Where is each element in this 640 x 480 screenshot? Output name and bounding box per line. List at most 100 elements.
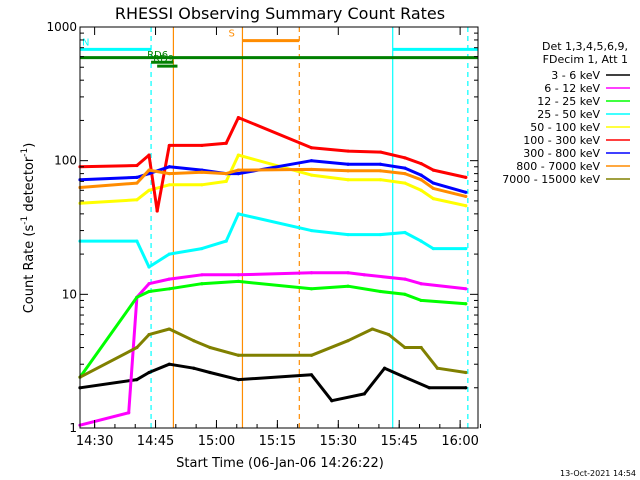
data-point-3-3 [167, 252, 171, 256]
data-point-7-6 [236, 168, 240, 172]
data-point-6-3 [167, 165, 171, 169]
data-point-1-3 [147, 282, 151, 286]
data-point-1-1 [127, 411, 131, 415]
data-point-4-4 [200, 183, 204, 187]
data-point-6-13 [464, 190, 468, 194]
series-line-6 [79, 159, 467, 194]
data-point-8-5 [208, 345, 212, 350]
legend-header-0: Det 1,3,4,5,6,9, [542, 40, 628, 53]
data-point-5-3 [155, 209, 159, 213]
data-point-5-12 [419, 162, 423, 166]
data-point-0-8 [330, 399, 334, 403]
data-point-3-9 [378, 232, 383, 237]
legend-label-2: 12 - 25 keV [537, 95, 600, 108]
y-tick-label-1: 100 [54, 154, 77, 168]
data-point-2-8 [378, 289, 383, 294]
data-point-6-10 [403, 166, 407, 170]
data-point-4-3 [167, 183, 171, 187]
data-point-2-7 [346, 284, 350, 288]
x-tick-label-4: 15:30 [320, 434, 357, 449]
data-point-3-5 [224, 239, 228, 243]
x-tick-label-2: 15:00 [198, 434, 235, 449]
data-point-0-5 [208, 370, 212, 375]
data-point-0-4 [192, 366, 196, 370]
data-point-4-8 [346, 178, 350, 182]
data-point-0-13 [464, 386, 468, 390]
data-point-0-9 [362, 392, 366, 396]
data-point-1-7 [309, 271, 314, 275]
data-point-5-5 [200, 143, 204, 148]
x-tick-label-1: 14:45 [137, 434, 174, 449]
data-point-8-2 [147, 332, 151, 337]
data-point-2-6 [309, 287, 314, 291]
data-point-4-11 [419, 188, 423, 192]
data-point-8-7 [309, 353, 314, 357]
data-point-3-8 [346, 232, 350, 237]
data-point-4-6 [236, 153, 240, 157]
data-point-8-1 [135, 345, 139, 350]
data-point-7-2 [147, 168, 151, 172]
data-point-1-11 [419, 282, 423, 286]
data-point-3-2 [147, 265, 151, 269]
x-tick-label-6: 16:00 [441, 434, 478, 449]
legend-label-3: 25 - 50 keV [537, 108, 600, 121]
series-line-2 [78, 279, 466, 379]
data-point-7-1 [135, 181, 139, 185]
data-point-7-5 [224, 172, 228, 176]
series-line-4 [79, 153, 467, 208]
data-point-3-13 [464, 246, 468, 251]
data-point-3-6 [236, 212, 240, 216]
y-tick-label-0: 1000 [46, 20, 77, 34]
data-point-5-1 [135, 163, 139, 168]
data-point-2-1 [135, 295, 139, 299]
data-point-2-5 [236, 279, 240, 283]
data-point-6-7 [309, 159, 314, 163]
data-point-3-1 [135, 239, 139, 243]
data-point-3-12 [431, 246, 435, 251]
legend-label-8: 7000 - 15000 keV [502, 173, 600, 186]
data-point-4-2 [147, 188, 151, 192]
data-point-6-12 [431, 181, 435, 185]
data-point-4-10 [403, 181, 407, 185]
data-point-8-4 [192, 339, 196, 343]
data-point-3-7 [309, 228, 314, 233]
data-point-2-4 [200, 282, 204, 286]
data-point-0-1 [135, 378, 139, 382]
data-point-6-11 [419, 173, 423, 177]
legend-label-5: 100 - 300 keV [523, 134, 600, 147]
data-point-1-10 [403, 277, 407, 281]
x-tick-label-3: 15:15 [259, 434, 296, 449]
data-point-1-9 [362, 273, 366, 277]
data-point-5-6 [224, 141, 228, 145]
timestamp-label: 13-Oct-2021 14:54 [560, 469, 636, 478]
legend-label-1: 6 - 12 keV [544, 82, 600, 95]
y-tick-label-2: 10 [62, 287, 77, 301]
data-point-8-6 [236, 353, 240, 357]
flag-label-4: S [228, 29, 234, 40]
data-point-5-10 [378, 150, 383, 154]
data-point-5-7 [236, 115, 240, 120]
data-point-7-13 [464, 194, 468, 199]
data-point-7-4 [200, 170, 204, 174]
data-point-4-13 [464, 204, 468, 208]
data-point-7-10 [403, 172, 407, 176]
series-line-8 [79, 327, 467, 379]
data-point-8-3 [167, 327, 171, 331]
data-point-0-6 [236, 378, 240, 382]
legend-header-1: FDecim 1, Att 1 [543, 53, 628, 66]
x-tick-label-0: 14:30 [76, 434, 113, 449]
legend-label-4: 50 - 100 keV [530, 121, 600, 134]
flag-label-0: N [82, 37, 89, 48]
data-point-2-10 [419, 298, 423, 303]
data-point-0-10 [382, 366, 387, 370]
data-point-0-7 [309, 373, 314, 377]
data-point-6-1 [135, 175, 139, 179]
data-point-2-2 [147, 289, 151, 294]
data-point-4-5 [224, 179, 228, 183]
data-point-4-12 [431, 197, 435, 201]
legend-label-0: 3 - 6 keV [551, 69, 600, 82]
data-point-7-12 [431, 186, 435, 191]
data-point-8-9 [370, 327, 375, 331]
data-point-5-4 [167, 143, 171, 148]
